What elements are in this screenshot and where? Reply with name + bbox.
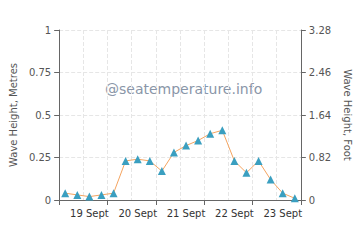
svg-text:0.5: 0.5 [35, 110, 51, 121]
svg-text:21 Sept: 21 Sept [167, 208, 206, 219]
svg-text:23 Sept: 23 Sept [263, 208, 302, 219]
svg-text:3.28: 3.28 [309, 25, 331, 36]
svg-text:2.46: 2.46 [309, 67, 331, 78]
svg-text:20 Sept: 20 Sept [118, 208, 157, 219]
svg-text:22 Sept: 22 Sept [215, 208, 254, 219]
svg-text:0.82: 0.82 [309, 152, 331, 163]
svg-text:1.64: 1.64 [309, 110, 331, 121]
svg-text:Wave Height, Metres: Wave Height, Metres [8, 63, 19, 167]
svg-text:1: 1 [45, 25, 51, 36]
svg-text:@seatemperature.info: @seatemperature.info [105, 81, 262, 97]
svg-text:Wave Height, Foot: Wave Height, Foot [342, 69, 353, 161]
svg-text:19 Sept: 19 Sept [70, 208, 109, 219]
svg-text:0.75: 0.75 [29, 67, 51, 78]
svg-text:0: 0 [309, 195, 315, 206]
svg-text:0.25: 0.25 [29, 152, 51, 163]
svg-text:0: 0 [45, 195, 51, 206]
